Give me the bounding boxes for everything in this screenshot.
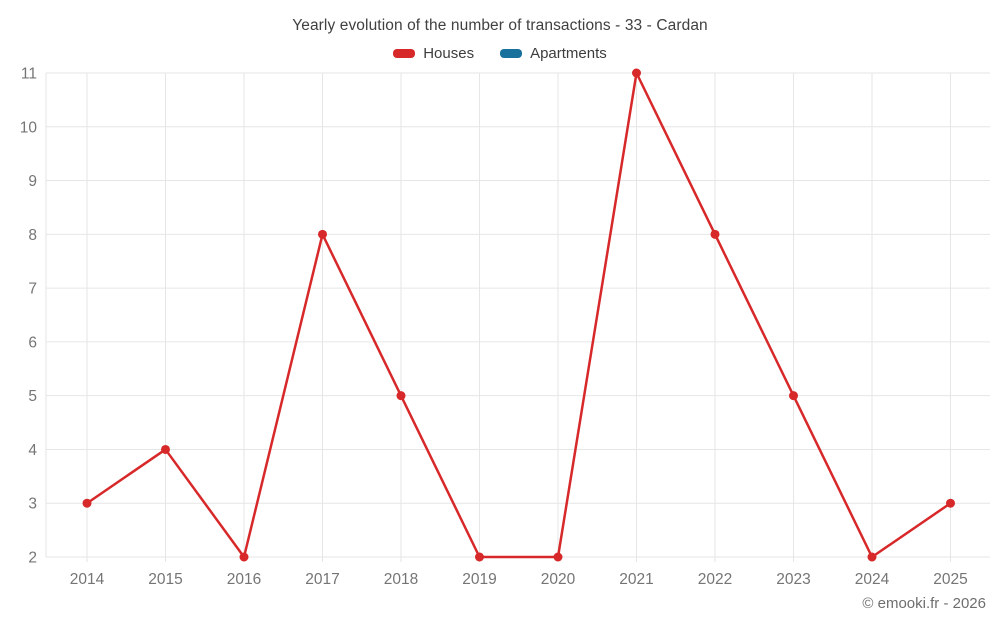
y-axis-labels: 2 3 4 5 6 7 8 9 10 11 [20, 66, 38, 567]
svg-text:5: 5 [28, 388, 37, 405]
houses-series-swatch-icon [393, 49, 416, 58]
svg-text:11: 11 [21, 66, 37, 83]
apartments-series-swatch-icon [500, 49, 523, 58]
svg-text:2024: 2024 [855, 571, 890, 588]
legend-item-apartments: Apartments [500, 45, 607, 62]
svg-text:7: 7 [28, 281, 37, 298]
y-gridlines [46, 72, 990, 558]
x-axis-labels: 2014 2015 2016 2017 2018 2019 2020 2021 2022 2023… [70, 571, 968, 588]
chart-legend: Houses Apartments [0, 45, 1000, 62]
legend-label-houses: Houses [423, 45, 475, 62]
svg-text:2025: 2025 [933, 571, 967, 588]
footer-credit: © emooki.fr - 2026 [862, 595, 986, 612]
svg-text:2014: 2014 [70, 571, 105, 588]
data-point[interactable] [946, 498, 955, 508]
svg-text:2018: 2018 [384, 571, 418, 588]
data-point[interactable] [710, 229, 720, 239]
data-point[interactable] [632, 68, 641, 78]
chart-title: Yearly evolution of the number of transa… [292, 17, 708, 34]
svg-text:2023: 2023 [776, 571, 810, 588]
svg-text:6: 6 [28, 334, 37, 351]
data-point[interactable] [318, 229, 327, 239]
svg-text:2016: 2016 [227, 571, 261, 588]
svg-text:2020: 2020 [541, 571, 576, 588]
x-gridlines [45, 73, 951, 562]
series-houses[interactable] [82, 68, 956, 562]
data-point[interactable] [475, 552, 484, 562]
svg-text:2015: 2015 [148, 571, 182, 588]
data-point[interactable] [553, 552, 563, 562]
data-point[interactable] [789, 391, 798, 401]
svg-text:2019: 2019 [462, 571, 496, 588]
legend-item-houses: Houses [393, 45, 474, 62]
data-point[interactable] [82, 498, 92, 508]
svg-text:2021: 2021 [619, 571, 653, 588]
svg-text:2022: 2022 [698, 571, 732, 588]
svg-text:2: 2 [28, 550, 37, 567]
svg-text:9: 9 [28, 173, 37, 190]
data-point[interactable] [867, 552, 877, 562]
svg-text:2017: 2017 [305, 571, 339, 588]
data-point[interactable] [239, 552, 249, 562]
svg-text:4: 4 [28, 442, 37, 459]
svg-text:8: 8 [28, 227, 37, 244]
data-point[interactable] [161, 444, 170, 454]
svg-text:10: 10 [20, 119, 38, 136]
svg-text:3: 3 [28, 496, 37, 513]
data-point[interactable] [396, 391, 406, 401]
legend-label-apartments: Apartments [530, 45, 607, 62]
